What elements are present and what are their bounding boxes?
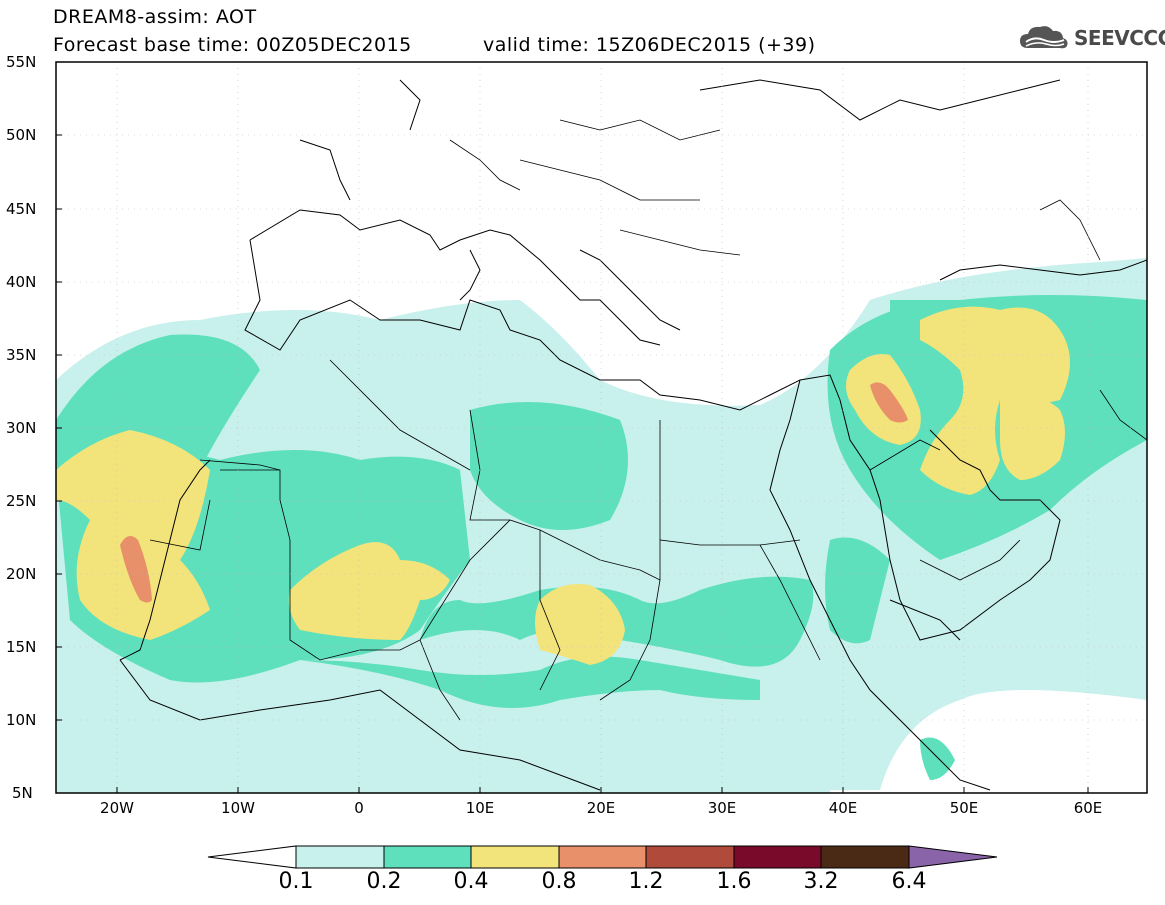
lat-label: 15N xyxy=(6,638,37,656)
lat-label: 45N xyxy=(6,200,37,218)
valid-time: valid time: 15Z06DEC2015 (+39) xyxy=(483,34,816,56)
colorbar-label: 6.4 xyxy=(891,869,927,894)
seevccc-logo: SEEVCCC xyxy=(1018,22,1165,54)
map-title: DREAM8-assim: AOT xyxy=(53,6,257,28)
axis-ticks xyxy=(56,134,1089,793)
cloud-icon xyxy=(1020,26,1068,49)
colorbar-label: 1.6 xyxy=(716,869,752,894)
aot-band-0.8 xyxy=(120,382,908,603)
lat-label: 40N xyxy=(6,273,37,291)
colorbar-swatch xyxy=(733,845,822,869)
forecast-base-time: Forecast base time: 00Z05DEC2015 xyxy=(53,34,412,56)
colorbar-label: 0.8 xyxy=(541,869,577,894)
colorbar-swatch xyxy=(383,845,472,869)
colorbar-label: 0.2 xyxy=(366,869,402,894)
lon-label: 40E xyxy=(828,799,858,817)
lon-label: 60E xyxy=(1073,799,1103,817)
colorbar-swatch xyxy=(820,845,910,869)
colorbar-lower-arrow xyxy=(207,845,297,869)
lat-label: 20N xyxy=(6,565,37,583)
aot-field xyxy=(56,62,1147,793)
lat-label: 30N xyxy=(6,419,37,437)
lat-label: 5N xyxy=(12,784,33,802)
colorbar-label: 3.2 xyxy=(803,869,839,894)
lat-label: 50N xyxy=(6,126,37,144)
country-borders xyxy=(149,119,1147,721)
colorbar-label: 0.1 xyxy=(278,869,314,894)
colorbar-swatch xyxy=(470,845,560,869)
coastlines xyxy=(119,79,1147,791)
logo-text: SEEVCCC xyxy=(1074,26,1165,50)
lon-label: 20W xyxy=(100,799,134,817)
lon-label: 10W xyxy=(221,799,255,817)
colorbar-upper-arrow xyxy=(908,845,998,869)
aot-map xyxy=(55,61,1148,794)
lon-label: 30E xyxy=(707,799,737,817)
lon-label: 50E xyxy=(949,799,979,817)
colorbar-swatch xyxy=(295,845,385,869)
lat-label: 35N xyxy=(6,346,37,364)
colorbar-swatch xyxy=(558,845,647,869)
lon-label: 0 xyxy=(354,799,364,817)
colorbar-label: 0.4 xyxy=(453,869,489,894)
lon-label: 20E xyxy=(586,799,616,817)
colorbar-label: 1.2 xyxy=(628,869,664,894)
colorbar-swatch xyxy=(645,845,735,869)
lat-label: 25N xyxy=(6,492,37,510)
lat-label: 55N xyxy=(6,53,37,71)
lat-label: 10N xyxy=(6,711,37,729)
lon-label: 10E xyxy=(465,799,495,817)
